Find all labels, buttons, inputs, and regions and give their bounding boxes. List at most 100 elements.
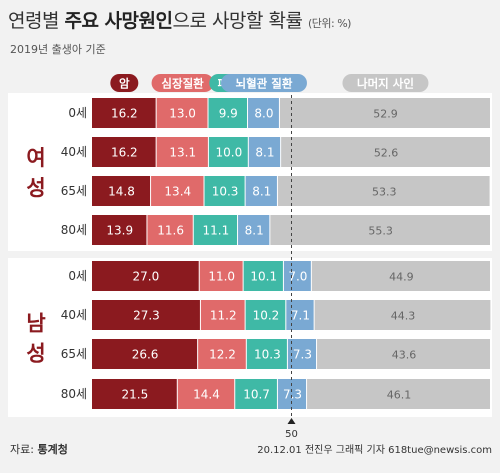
source-line: 자료: 통계청 xyxy=(10,441,68,457)
value-label: 53.3 xyxy=(372,186,397,199)
bar-segment xyxy=(317,339,490,369)
credit-line: 20.12.01 전진우 그래픽 기자 618tue@newsis.com xyxy=(257,445,492,456)
group-label-char: 성 xyxy=(26,342,45,366)
value-label: 55.3 xyxy=(368,225,393,238)
bar-segment xyxy=(92,176,151,206)
bar-segment xyxy=(92,98,156,128)
value-label: 27.0 xyxy=(133,270,160,284)
value-label: 9.9 xyxy=(219,107,238,121)
value-label: 7.1 xyxy=(291,309,310,323)
value-label: 10.3 xyxy=(212,185,239,199)
value-label: 13.9 xyxy=(106,224,133,238)
value-label: 14.8 xyxy=(108,185,135,199)
value-label: 44.9 xyxy=(389,271,414,284)
bar-segment xyxy=(199,261,243,291)
value-label: 10.1 xyxy=(250,270,277,284)
bar-segment xyxy=(92,379,177,409)
bar-segment xyxy=(208,137,248,167)
age-label: 65세 xyxy=(61,184,87,198)
value-label: 26.6 xyxy=(132,348,159,362)
legend-label: 뇌혈관 질환 xyxy=(236,77,293,91)
bar-segment xyxy=(245,176,277,206)
bar-segment xyxy=(270,215,490,245)
bar-segment xyxy=(92,339,198,369)
value-label: 27.3 xyxy=(133,309,160,323)
value-label: 10.7 xyxy=(243,388,270,402)
value-label: 12.2 xyxy=(209,348,236,362)
title-bold: 주요 사망원인 xyxy=(64,10,173,32)
age-label: 0세 xyxy=(68,269,87,283)
value-label: 13.0 xyxy=(169,107,196,121)
bar-segment xyxy=(235,379,277,409)
value-label: 13.1 xyxy=(169,146,196,160)
value-label: 8.1 xyxy=(245,224,264,238)
bar-segment xyxy=(156,137,208,167)
bar-segment xyxy=(92,300,200,330)
bar-segment xyxy=(311,261,490,291)
bar-segment xyxy=(279,98,490,128)
value-label: 16.2 xyxy=(111,146,138,160)
value-label: 11.2 xyxy=(210,309,237,323)
bar-segment xyxy=(277,176,490,206)
value-label: 21.5 xyxy=(122,388,149,402)
value-label: 11.0 xyxy=(208,270,235,284)
title-prefix: 연령별 xyxy=(8,10,65,32)
bar-segment xyxy=(208,98,248,128)
bar-segment xyxy=(248,98,279,128)
age-label: 80세 xyxy=(61,387,87,401)
legend-swatch xyxy=(220,74,307,92)
age-label: 80세 xyxy=(61,223,87,237)
bar-segment xyxy=(156,98,208,128)
reference-label: 50 xyxy=(285,429,298,440)
bar-segment xyxy=(193,215,238,245)
age-label: 40세 xyxy=(61,145,87,159)
age-label: 40세 xyxy=(61,308,87,322)
chart-subtitle: 2019년 출생아 기준 xyxy=(10,43,106,56)
bar-segment xyxy=(287,339,317,369)
bar-segment xyxy=(246,339,287,369)
value-label: 14.4 xyxy=(193,388,220,402)
value-label: 10.3 xyxy=(254,348,281,362)
bar-segment xyxy=(245,300,286,330)
unit-label: (단위: %) xyxy=(307,17,351,30)
bar-segment xyxy=(200,300,245,330)
title-suffix: 으로 사망할 확률 xyxy=(172,10,303,32)
value-label: 52.9 xyxy=(373,108,398,121)
bar-segment xyxy=(204,176,245,206)
value-label: 46.1 xyxy=(387,389,412,402)
value-label: 8.1 xyxy=(255,146,274,160)
group-label-char: 남 xyxy=(26,312,45,336)
source-name: 통계청 xyxy=(37,443,68,456)
value-label: 11.1 xyxy=(203,224,230,238)
value-label: 7.3 xyxy=(283,388,302,402)
source-label: 자료: xyxy=(10,443,38,456)
legend-label: 암 xyxy=(119,77,130,91)
value-label: 44.3 xyxy=(391,310,416,323)
value-label: 7.0 xyxy=(288,270,307,284)
legend-label: 심장질환 xyxy=(161,77,204,91)
bar-segment xyxy=(92,215,147,245)
group-label-char: 여 xyxy=(26,146,45,170)
bar-segment xyxy=(314,300,491,330)
legend-swatch xyxy=(342,74,429,92)
bar-segment xyxy=(151,176,204,206)
value-label: 10.0 xyxy=(215,146,242,160)
group-label-char: 성 xyxy=(26,176,45,200)
bar-segment xyxy=(283,261,311,291)
age-label: 0세 xyxy=(68,106,87,120)
value-label: 52.6 xyxy=(374,147,399,160)
legend-label: 나머지 사인 xyxy=(357,77,414,91)
bar-segment xyxy=(177,379,235,409)
legend-swatch xyxy=(110,74,139,92)
chart-title: 연령별 주요 사망원인으로 사망할 확률 (단위: %) xyxy=(8,6,351,33)
bar-segment xyxy=(248,137,281,167)
value-label: 7.3 xyxy=(293,348,312,362)
bar-segment xyxy=(307,379,490,409)
value-label: 10.2 xyxy=(253,309,280,323)
bar-segment xyxy=(286,300,314,330)
reference-marker xyxy=(287,418,296,424)
value-label: 43.6 xyxy=(392,349,417,362)
bar-segment xyxy=(92,137,156,167)
bar-segment xyxy=(238,215,270,245)
